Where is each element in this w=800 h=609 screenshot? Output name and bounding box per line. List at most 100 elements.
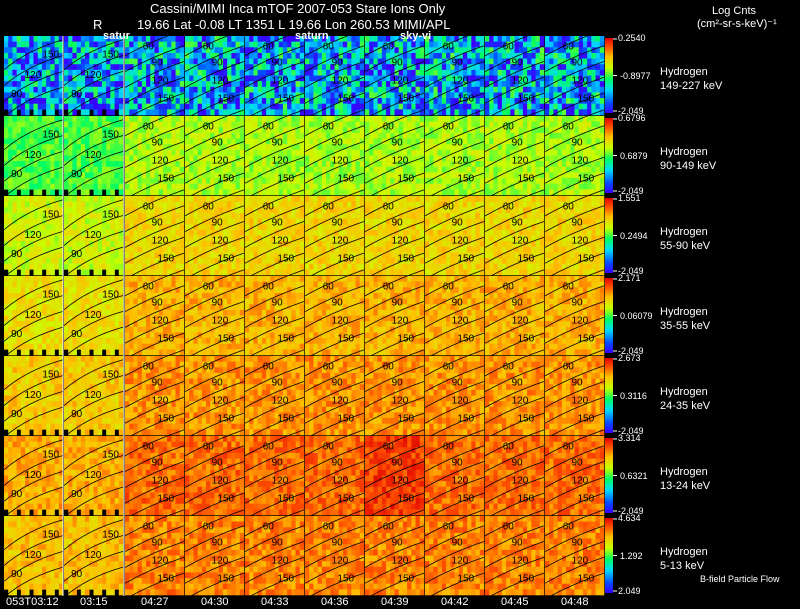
contour-line [424, 381, 485, 408]
contour-line [184, 109, 245, 137]
colorbar-max-label: 0.6796 [618, 113, 646, 123]
contour-label: 90 [332, 137, 344, 148]
contour-line [364, 269, 425, 297]
contour-label: 60 [263, 282, 275, 293]
contour-line [484, 381, 545, 408]
contour-line [184, 301, 245, 328]
contour-line [304, 109, 365, 137]
contour-line [63, 455, 124, 486]
contour-label: 150 [518, 334, 535, 345]
contour-label: 120 [332, 235, 349, 246]
contour-line [3, 279, 64, 311]
contour-line [124, 61, 185, 88]
contour-label: 120 [272, 235, 289, 246]
contour-line [124, 236, 185, 264]
contour-line [63, 535, 124, 566]
contour-line [544, 509, 605, 537]
contour-line [544, 189, 605, 217]
contour-line [304, 396, 365, 424]
contour-line [424, 301, 485, 328]
contour-line [484, 509, 545, 537]
contour-label: 120 [25, 470, 42, 481]
contour-label: 90 [152, 137, 164, 148]
contour-label: 60 [143, 442, 155, 453]
contour-label: 120 [512, 76, 529, 87]
contour-line [124, 29, 185, 57]
contour-line [63, 215, 124, 246]
colorbar-max-label: 2.673 [618, 353, 641, 363]
contour-line [244, 349, 305, 377]
species-label: Hydrogen [660, 466, 708, 478]
contour-label: 90 [452, 377, 464, 388]
contour-line [63, 119, 124, 151]
contour-line [544, 109, 605, 137]
panel-r1-c2: 60 90 120 150 [124, 109, 185, 200]
contour-label: 60 [563, 362, 575, 373]
contour-line [244, 396, 305, 424]
panel-r5-c8: 60 90 120 150 [484, 429, 545, 520]
time-tick-label: 03:15 [80, 596, 108, 608]
units-label: Log Cnts [712, 5, 757, 17]
contour-line [63, 519, 124, 551]
contour-line [304, 429, 365, 457]
contour-label: 90 [212, 217, 224, 228]
contour-line [124, 429, 185, 457]
contour-line [244, 572, 305, 600]
panel-r1-c5: 60 90 120 150 [304, 109, 365, 200]
contour-line [364, 349, 425, 377]
contour-line [3, 199, 64, 231]
energy-range-label: 149-227 keV [660, 80, 723, 92]
contour-line [544, 476, 605, 504]
contour-label: 60 [323, 122, 335, 133]
contour-line [424, 189, 485, 217]
contour-label: 60 [383, 442, 395, 453]
contour-label: 90 [272, 377, 284, 388]
contour-line [544, 316, 605, 344]
contour-label: 90 [392, 377, 404, 388]
contour-label: 90 [392, 137, 404, 148]
contour-label: 120 [85, 550, 102, 561]
contour-line [304, 541, 365, 568]
contour-label: 60 [563, 122, 575, 133]
contour-label: 90 [71, 89, 83, 100]
contour-line [484, 76, 545, 104]
contour-label: 120 [25, 70, 42, 81]
contour-line [364, 141, 425, 168]
contour-label: 90 [572, 137, 584, 148]
contour-line [244, 141, 305, 168]
saturn-marker-label: satur [103, 30, 130, 42]
contour-label: 120 [512, 155, 529, 166]
contour-line [484, 525, 545, 553]
contour-line [424, 429, 485, 457]
contour-label: 120 [25, 390, 42, 401]
contour-label: 90 [11, 249, 23, 260]
panel-r2-c5: 60 90 120 150 [304, 189, 365, 280]
contour-line [484, 349, 545, 377]
contour-line [424, 125, 485, 153]
panel-r1-c7: 60 90 120 150 [424, 109, 485, 200]
contour-line [364, 205, 425, 233]
contour-line [184, 156, 245, 184]
contour-label: 60 [383, 362, 395, 373]
contour-label: 90 [452, 297, 464, 308]
contour-line [244, 365, 305, 393]
panel-r6-c2: 60 90 120 150 [124, 509, 185, 600]
contour-label: 150 [217, 574, 234, 585]
contour-label: 120 [152, 315, 169, 326]
colorbar-min-label: -2.049 [618, 506, 644, 516]
contour-label: 150 [578, 574, 595, 585]
contour-line [3, 326, 64, 358]
contour-line [63, 406, 124, 438]
contour-label: 90 [272, 217, 284, 228]
contour-line [304, 141, 365, 168]
contour-label: 120 [572, 235, 589, 246]
contour-line [124, 76, 185, 104]
contour-label: 60 [203, 442, 215, 453]
contour-line [63, 230, 124, 262]
contour-label: 60 [323, 42, 335, 53]
panel-r0-c6: 60 90 120 150 [364, 29, 425, 120]
